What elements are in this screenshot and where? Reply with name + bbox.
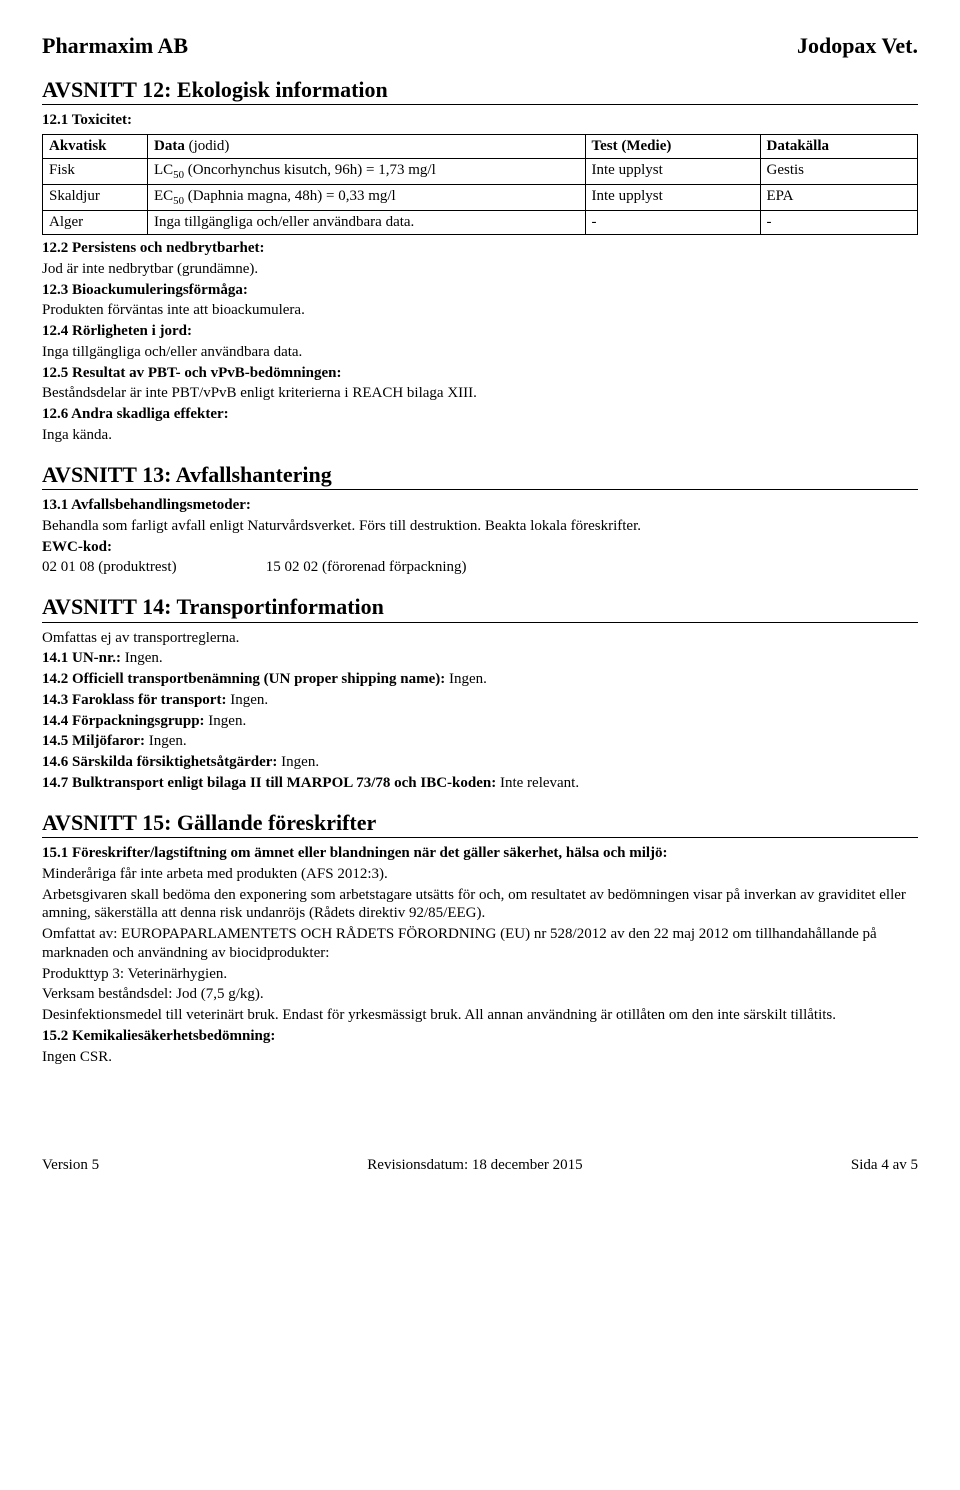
section-14-body: Omfattas ej av transportreglerna. 14.1 U… (42, 629, 918, 793)
s14-3-label: 14.3 Faroklass för transport: (42, 692, 226, 708)
section-13-title: AVSNITT 13: Avfallshantering (42, 461, 918, 491)
th-data-suffix: (jodid) (185, 138, 230, 154)
s12-3-text: Produkten förväntas inte att bioackumule… (42, 301, 918, 320)
s15-p4: Produkttyp 3: Veterinärhygien. (42, 965, 918, 984)
cell-data: LC50 (Oncorhynchus kisutch, 96h) = 1,73 … (148, 158, 586, 184)
s14-4-text: Ingen. (205, 713, 247, 729)
s15-p1: Minderåriga får inte arbeta med produkte… (42, 865, 918, 884)
s15-p5: Verksam beståndsdel: Jod (7,5 g/kg). (42, 985, 918, 1004)
footer-revision: Revisionsdatum: 18 december 2015 (367, 1156, 582, 1175)
s12-3-label: 12.3 Bioackumuleringsförmåga: (42, 282, 248, 298)
section-12-title: AVSNITT 12: Ekologisk information (42, 76, 918, 106)
table-header-row: Akvatisk Data (jodid) Test (Medie) Datak… (43, 134, 918, 158)
ewc-label: EWC-kod: (42, 539, 112, 555)
s12-5-text: Beståndsdelar är inte PBT/vPvB enligt kr… (42, 384, 918, 403)
footer-version: Version 5 (42, 1156, 99, 1175)
table-row: Alger Inga tillgängliga och/eller använd… (43, 211, 918, 235)
footer-page: Sida 4 av 5 (851, 1156, 918, 1175)
s12-1-label: 12.1 Toxicitet: (42, 112, 132, 128)
s15-p3: Omfattat av: EUROPAPARLAMENTETS OCH RÅDE… (42, 925, 918, 963)
product-name: Jodopax Vet. (797, 32, 918, 60)
table-row: Fisk LC50 (Oncorhynchus kisutch, 96h) = … (43, 158, 918, 184)
s12-2-label: 12.2 Persistens och nedbrytbarhet: (42, 240, 264, 256)
section-14-title: AVSNITT 14: Transportinformation (42, 593, 918, 623)
cell-source: Gestis (760, 158, 918, 184)
company-name: Pharmaxim AB (42, 32, 188, 60)
s12-4-label: 12.4 Rörligheten i jord: (42, 323, 192, 339)
th-akvatisk: Akvatisk (49, 138, 107, 154)
th-data: Data (154, 138, 185, 154)
s14-2-text: Ingen. (445, 671, 487, 687)
cell-source: EPA (760, 184, 918, 210)
th-source: Datakälla (767, 138, 830, 154)
s14-intro: Omfattas ej av transportreglerna. (42, 629, 918, 648)
s12-6-text: Inga kända. (42, 426, 918, 445)
s13-1-text: Behandla som farligt avfall enligt Natur… (42, 517, 918, 536)
s12-5-label: 12.5 Resultat av PBT- och vPvB-bedömning… (42, 365, 341, 381)
cell-species: Alger (43, 211, 148, 235)
ewc-codes: 02 01 08 (produktrest) 15 02 02 (föroren… (42, 558, 918, 577)
cell-species: Fisk (43, 158, 148, 184)
s14-5-text: Ingen. (145, 733, 187, 749)
s14-6-text: Ingen. (277, 754, 319, 770)
s14-1-text: Ingen. (121, 650, 163, 666)
s12-6-label: 12.6 Andra skadliga effekter: (42, 406, 229, 422)
s12-2-text: Jod är inte nedbrytbar (grundämne). (42, 260, 918, 279)
s14-7-text: Inte relevant. (496, 775, 579, 791)
s14-1-label: 14.1 UN-nr.: (42, 650, 121, 666)
s15-2-label: 15.2 Kemikaliesäkerhetsbedömning: (42, 1028, 275, 1044)
s15-1-label: 15.1 Föreskrifter/lagstiftning om ämnet … (42, 845, 668, 861)
cell-test: - (585, 211, 760, 235)
cell-data: EC50 (Daphnia magna, 48h) = 0,33 mg/l (148, 184, 586, 210)
s12-4-text: Inga tillgängliga och/eller användbara d… (42, 343, 918, 362)
s13-1-label: 13.1 Avfallsbehandlingsmetoder: (42, 497, 251, 513)
cell-test: Inte upplyst (585, 184, 760, 210)
s14-7-label: 14.7 Bulktransport enligt bilaga II till… (42, 775, 496, 791)
ewc-left: 02 01 08 (produktrest) (42, 558, 262, 577)
s15-p6: Desinfektionsmedel till veterinärt bruk.… (42, 1006, 918, 1025)
ewc-right: 15 02 02 (förorenad förpackning) (266, 559, 467, 575)
page-header: Pharmaxim AB Jodopax Vet. (42, 32, 918, 60)
cell-data: Inga tillgängliga och/eller användbara d… (148, 211, 586, 235)
s14-3-text: Ingen. (226, 692, 268, 708)
toxicity-table: Akvatisk Data (jodid) Test (Medie) Datak… (42, 134, 918, 235)
cell-species: Skaldjur (43, 184, 148, 210)
section-13-body: 13.1 Avfallsbehandlingsmetoder: Behandla… (42, 496, 918, 577)
section-15-body: 15.1 Föreskrifter/lagstiftning om ämnet … (42, 844, 918, 1066)
s15-p2: Arbetsgivaren skall bedöma den exponerin… (42, 886, 918, 924)
s14-6-label: 14.6 Särskilda försiktighetsåtgärder: (42, 754, 277, 770)
th-test: Test (Medie) (592, 138, 672, 154)
s14-4-label: 14.4 Förpackningsgrupp: (42, 713, 205, 729)
section-15-title: AVSNITT 15: Gällande föreskrifter (42, 809, 918, 839)
section-12-body: 12.1 Toxicitet: Akvatisk Data (jodid) Te… (42, 111, 918, 445)
cell-test: Inte upplyst (585, 158, 760, 184)
s14-2-label: 14.2 Officiell transportbenämning (UN pr… (42, 671, 445, 687)
s14-5-label: 14.5 Miljöfaror: (42, 733, 145, 749)
page-footer: Version 5 Revisionsdatum: 18 december 20… (42, 1156, 918, 1175)
table-row: Skaldjur EC50 (Daphnia magna, 48h) = 0,3… (43, 184, 918, 210)
s15-2-text: Ingen CSR. (42, 1048, 918, 1067)
cell-source: - (760, 211, 918, 235)
